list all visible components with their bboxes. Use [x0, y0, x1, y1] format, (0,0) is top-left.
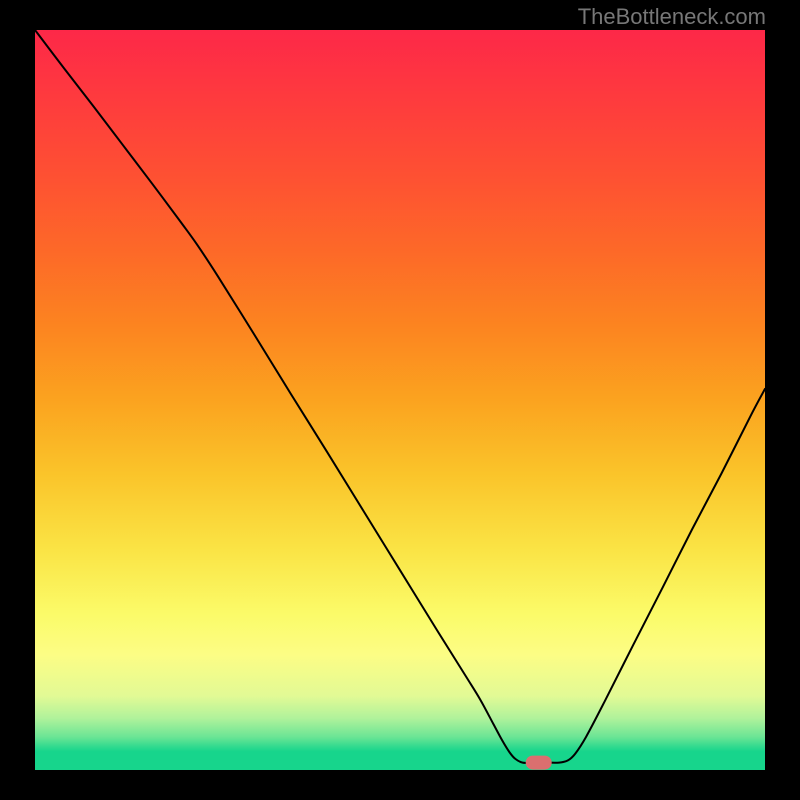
- plot-background: [35, 30, 765, 770]
- optimal-marker: [526, 756, 552, 770]
- attribution-label: TheBottleneck.com: [578, 4, 766, 30]
- chart-container: TheBottleneck.com: [0, 0, 800, 800]
- bottleneck-chart: [0, 0, 800, 800]
